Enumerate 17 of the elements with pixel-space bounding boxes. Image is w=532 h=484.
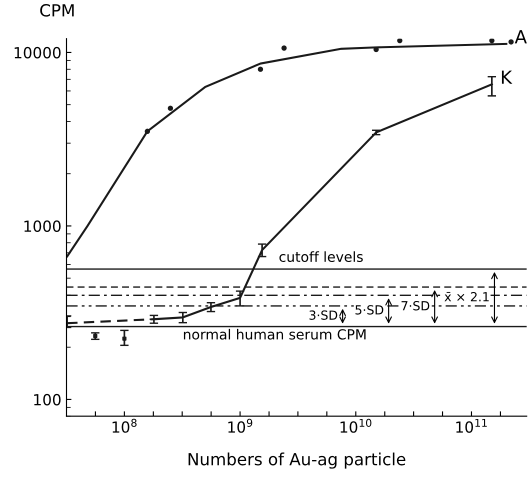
x-axis-title: Numbers of Au-ag particle (188, 452, 406, 469)
x-tick-label: 10$^{10}$ (340, 418, 372, 433)
y-axis-title: CPM (40, 4, 74, 17)
y-tick-label: 10000 (14, 46, 61, 58)
annotation: cutoff levels (279, 251, 363, 262)
series-label: K (502, 70, 512, 84)
x-tick-label: 10$^{11}$ (456, 418, 487, 433)
ref-line-label: 7·SD (402, 301, 430, 310)
ref-line-label: x̄ × 2.1 (444, 292, 489, 302)
x-tick-label: 10$^{8}$ (112, 418, 137, 433)
y-tick-label: 1000 (24, 220, 61, 232)
series-label: A (514, 30, 527, 44)
ref-line-label: normal human serum CPM (184, 328, 366, 340)
ref-line-label: 3·SD (309, 310, 338, 320)
ref-line-label: 5·SD (356, 305, 384, 315)
y-tick-label: 100 (34, 394, 61, 406)
x-tick-label: 10$^{9}$ (228, 418, 252, 433)
